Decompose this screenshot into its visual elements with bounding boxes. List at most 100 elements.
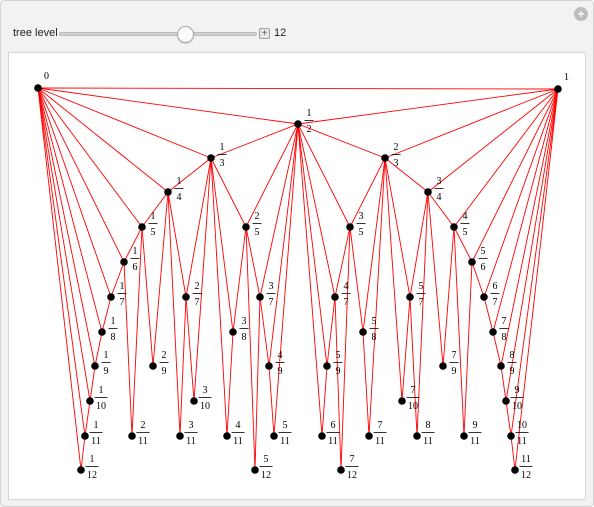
tree-edge (167, 191, 181, 437)
fraction-numerator: 3 (242, 316, 247, 327)
fraction-label: 29 (159, 350, 169, 377)
tree-edge (384, 157, 411, 298)
plus-circle-icon[interactable]: + (574, 7, 588, 21)
tree-node (223, 432, 231, 440)
fraction-label: 110 (94, 385, 108, 412)
fraction-numerator: 10 (517, 420, 527, 431)
tree-edge (510, 88, 559, 437)
fraction-numerator: 1 (94, 420, 99, 431)
tree-edge (334, 226, 351, 298)
fraction-denominator: 2 (307, 124, 312, 135)
slider-value: 12 (274, 27, 287, 39)
fraction-numerator: 3 (437, 176, 442, 187)
fraction-denominator: 3 (394, 158, 399, 169)
fraction-label: 13 (217, 142, 227, 169)
tree-edge (505, 88, 559, 402)
tree-edge (297, 123, 328, 367)
tree-node (424, 188, 432, 196)
fraction-numerator: 7 (350, 454, 355, 465)
fraction-label: 911 (468, 420, 482, 447)
tree-node (207, 154, 215, 162)
tree-edge (80, 435, 86, 471)
fraction-label: 34 (434, 176, 444, 203)
fraction-numerator: 8 (426, 420, 431, 431)
fraction-denominator: 4 (437, 192, 442, 203)
tree-node (91, 362, 99, 370)
fraction-denominator: 8 (502, 332, 507, 343)
fraction-denominator: 11 (470, 436, 480, 447)
fraction-label: 89 (507, 350, 517, 377)
fraction-denominator: 3 (220, 158, 225, 169)
slider-label: tree level (13, 27, 58, 39)
fraction-denominator: 10 (96, 401, 106, 412)
tree-edge (193, 157, 212, 402)
fraction-numerator: 1 (120, 281, 125, 292)
tree-edge (384, 157, 429, 193)
tree-level-control: tree level + 12 (13, 25, 333, 43)
fraction-numerator: 2 (255, 211, 260, 222)
fraction-denominator: 7 (120, 297, 125, 308)
tree-node (138, 223, 146, 231)
tree-node (190, 397, 198, 405)
tree-node (86, 397, 94, 405)
fraction-denominator: 7 (493, 297, 498, 308)
tree-edge (37, 87, 299, 125)
tree-node (176, 432, 184, 440)
fraction-numerator: 5 (336, 350, 341, 361)
tree-node (502, 397, 510, 405)
fraction-label: 57 (416, 281, 426, 308)
fraction-label: 35 (356, 211, 366, 238)
fraction-numerator: 5 (264, 454, 269, 465)
fraction-denominator: 7 (419, 297, 424, 308)
tree-node (229, 328, 237, 336)
tree-edge (453, 226, 473, 263)
fraction-label: 38 (239, 316, 249, 343)
tree-edge (321, 365, 328, 437)
tree-edge (254, 296, 261, 471)
tree-edge (232, 226, 247, 333)
tree-edge (349, 226, 364, 333)
fraction-label: 712 (345, 454, 359, 481)
stern-brocot-tree: 0 112132314341525354516561727374757671838… (34, 71, 569, 481)
fraction-numerator: 1 (111, 316, 116, 327)
fraction-denominator: 5 (255, 227, 260, 238)
tree-edge (483, 296, 494, 333)
fraction-numerator: 3 (359, 211, 364, 222)
plus-icon[interactable]: + (259, 28, 270, 39)
tree-edge (123, 261, 133, 437)
fraction-denominator: 10 (408, 401, 418, 412)
fraction-numerator: 6 (493, 281, 498, 292)
tree-node (439, 362, 447, 370)
fraction-numerator: 1 (90, 454, 95, 465)
tree-edge (401, 296, 411, 402)
tree-edge (362, 331, 370, 437)
tree-node (149, 362, 157, 370)
fraction-numerator: 3 (203, 385, 208, 396)
tree-node (489, 328, 497, 336)
tree-edge (37, 87, 103, 333)
slider-thumb[interactable] (177, 26, 195, 43)
tree-edge (259, 296, 270, 367)
tree-level-slider[interactable] (59, 26, 257, 43)
tree-edge (268, 365, 275, 437)
fraction-denominator: 9 (278, 366, 283, 377)
fraction-numerator: 2 (162, 350, 167, 361)
fraction-label: 15 (148, 211, 158, 238)
fraction-numerator: 1 (104, 350, 109, 361)
tree-edge (37, 87, 125, 263)
fraction-denominator: 6 (481, 262, 486, 273)
fraction-label: 56 (478, 246, 488, 273)
tree-edge (179, 296, 187, 437)
tree-edge (384, 88, 559, 159)
fraction-label: 25 (252, 211, 262, 238)
fraction-numerator: 4 (463, 211, 468, 222)
fraction-numerator: 2 (195, 281, 200, 292)
fraction-label: 311 (184, 420, 198, 447)
tree-edge (210, 157, 228, 437)
tree-edge (297, 123, 323, 437)
fraction-numerator: 1 (99, 385, 104, 396)
tree-edge (259, 123, 299, 298)
fraction-numerator: 8 (510, 350, 515, 361)
